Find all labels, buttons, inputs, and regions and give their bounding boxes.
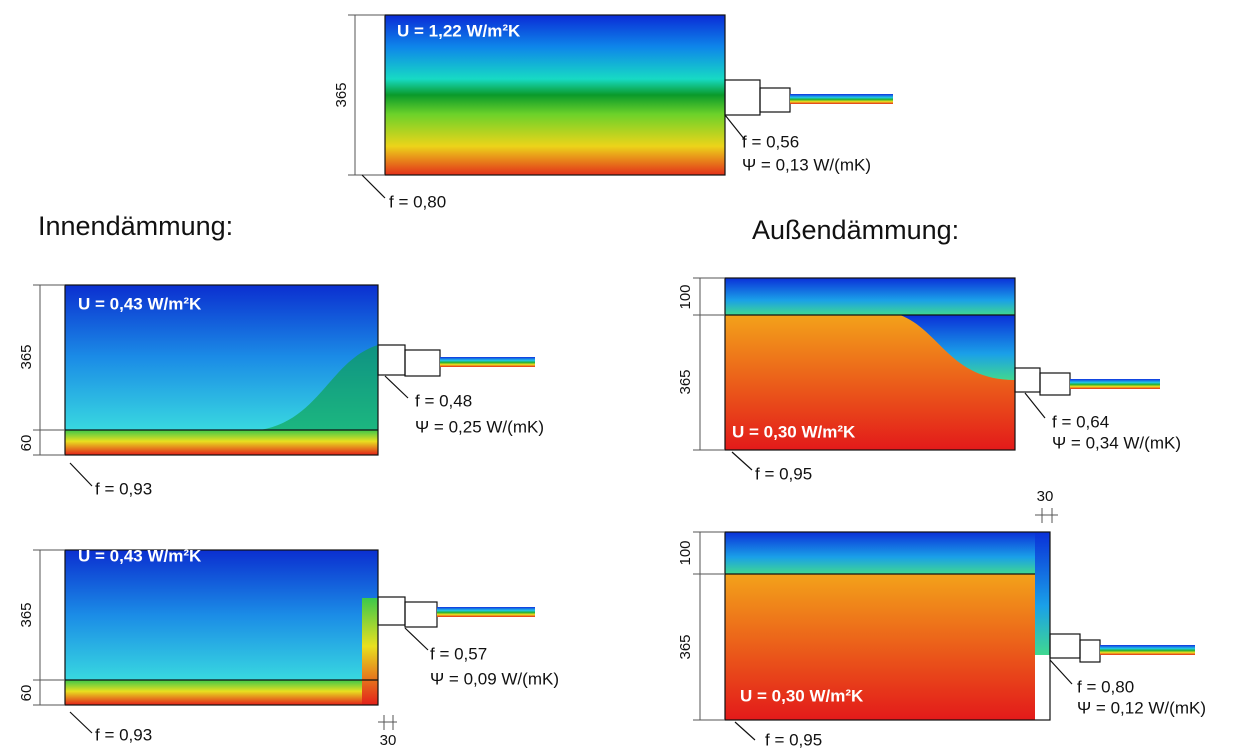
- dimension-label: 365: [18, 344, 35, 369]
- dimension-label: 60: [18, 435, 35, 452]
- psi: Ψ = 0,09 W/(mK): [430, 669, 559, 688]
- dimension-label: 100: [677, 284, 694, 309]
- dimension-label: 100: [677, 540, 694, 565]
- dimension-line: [33, 285, 65, 455]
- dimension-label: 30: [380, 732, 397, 749]
- f-window: f = 0,56: [742, 132, 799, 151]
- f-window: f = 0,80: [1077, 677, 1134, 696]
- panel: 100 365 30 U = 0,30 W/m²K f = 0,80 Ψ = 0…: [677, 488, 1206, 749]
- heading: Außendämmung:: [752, 215, 959, 245]
- dimension-label: 365: [18, 602, 35, 627]
- insulation: [725, 278, 1015, 315]
- diagram: 365 U = 1,22 W/m²K f = 0,56 Ψ = 0,13 W/(…: [0, 0, 1235, 749]
- f-window: f = 0,48: [415, 391, 472, 410]
- window-frame: [1015, 368, 1040, 392]
- heading: Innendämmung:: [38, 211, 233, 241]
- glazing: [1100, 645, 1195, 655]
- window-frame: [760, 88, 790, 112]
- dimension-label: 365: [677, 369, 694, 394]
- u-value: U = 0,43 W/m²K: [78, 546, 202, 565]
- u-value: U = 0,43 W/m²K: [78, 294, 202, 313]
- window-frame: [1050, 634, 1080, 658]
- insulation: [1035, 532, 1050, 655]
- window-frame: [378, 345, 405, 375]
- dimension-label: 30: [1037, 488, 1054, 505]
- glazing: [437, 607, 535, 617]
- f-corner: f = 0,93: [95, 479, 152, 498]
- panel: 100 365 U = 0,30 W/m²K f = 0,64 Ψ = 0,34…: [677, 278, 1181, 483]
- wall: [65, 550, 378, 680]
- window-frame: [405, 350, 440, 376]
- u-value: U = 0,30 W/m²K: [732, 422, 856, 441]
- insulation: [65, 680, 378, 705]
- panel: 365 U = 1,22 W/m²K f = 0,56 Ψ = 0,13 W/(…: [333, 15, 893, 211]
- u-value: U = 1,22 W/m²K: [397, 21, 521, 40]
- window-frame: [405, 602, 437, 627]
- panel: 365 60 30 U = 0,43 W/m²K f = 0,57 Ψ = 0,…: [18, 546, 559, 748]
- f-corner: f = 0,80: [389, 192, 446, 211]
- window-frame: [378, 597, 405, 625]
- glazing: [1070, 379, 1160, 389]
- insulation: [362, 598, 378, 705]
- dimension-label: 365: [333, 82, 350, 107]
- insulation: [65, 430, 378, 455]
- glazing: [790, 94, 893, 104]
- window-frame: [1040, 373, 1070, 395]
- psi: Ψ = 0,12 W/(mK): [1077, 698, 1206, 717]
- panel: 365 60 U = 0,43 W/m²K f = 0,48 Ψ = 0,25 …: [18, 285, 544, 498]
- f-corner: f = 0,95: [755, 464, 812, 483]
- u-value: U = 0,30 W/m²K: [740, 686, 864, 705]
- dimension-line: [348, 15, 385, 175]
- f-window: f = 0,64: [1052, 412, 1109, 431]
- psi: Ψ = 0,25 W/(mK): [415, 417, 544, 436]
- dimension-label: 365: [677, 634, 694, 659]
- window-frame: [725, 80, 760, 115]
- insulation: [725, 532, 1035, 574]
- window-frame: [1080, 640, 1100, 662]
- psi: Ψ = 0,13 W/(mK): [742, 155, 871, 174]
- dimension-label: 60: [18, 685, 35, 702]
- dimension-line: [693, 278, 725, 450]
- psi: Ψ = 0,34 W/(mK): [1052, 433, 1181, 452]
- f-corner: f = 0,93: [95, 725, 152, 744]
- f-corner: f = 0,95: [765, 730, 822, 749]
- f-window: f = 0,57: [430, 644, 487, 663]
- glazing: [440, 357, 535, 367]
